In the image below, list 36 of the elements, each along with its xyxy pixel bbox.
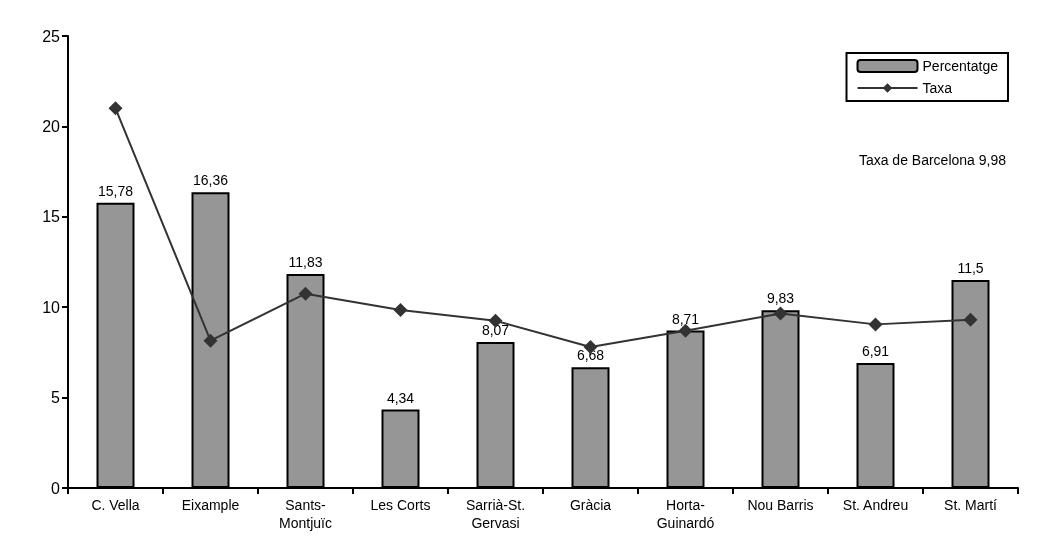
x-tick-label: St. Martí [944, 497, 998, 513]
data-label: 11,5 [957, 260, 984, 277]
x-tick-label: Gràcia [569, 497, 612, 513]
legend-label: Percentatge [922, 58, 999, 74]
data-label: 4,34 [386, 389, 415, 406]
point [298, 286, 313, 301]
data-label: 16,36 [192, 172, 229, 189]
data-label: 9,83 [766, 290, 795, 307]
y-tick-label: 0 [51, 479, 61, 497]
x-tick-label: St. Andreu [842, 497, 909, 513]
data-label: 11,83 [288, 254, 323, 271]
y-tick-label: 25 [42, 27, 61, 45]
data-label: 6,91 [861, 343, 890, 360]
x-tick-label: Horta-Guinardó [656, 497, 715, 531]
y-tick-label: 5 [51, 389, 61, 407]
x-tick-label: Nou Barris [747, 497, 814, 513]
annotation: Taxa de Barcelona 9,98 [858, 152, 1007, 168]
y-tick-label: 10 [42, 298, 61, 316]
x-tick-label: Sants-Montjuïc [279, 497, 332, 531]
point [868, 317, 883, 332]
point [203, 333, 218, 348]
x-tick-label: C. Vella [91, 497, 140, 513]
x-tick-label: Eixample [181, 497, 240, 513]
y-tick-label: 20 [42, 117, 61, 135]
data-label: 15,78 [97, 182, 134, 199]
y-tick-label: 15 [42, 208, 61, 226]
point [393, 302, 408, 317]
point [773, 306, 788, 321]
point [963, 312, 978, 327]
data-label: 8,71 [671, 310, 700, 327]
data-label: 6,68 [576, 347, 605, 364]
x-tick-label: Les Corts [370, 497, 431, 513]
point [108, 101, 123, 116]
legend-label: Taxa [922, 80, 953, 96]
data-label: 8,07 [481, 322, 510, 339]
x-tick-label: Sarrià-St. Gervasi [465, 497, 526, 531]
